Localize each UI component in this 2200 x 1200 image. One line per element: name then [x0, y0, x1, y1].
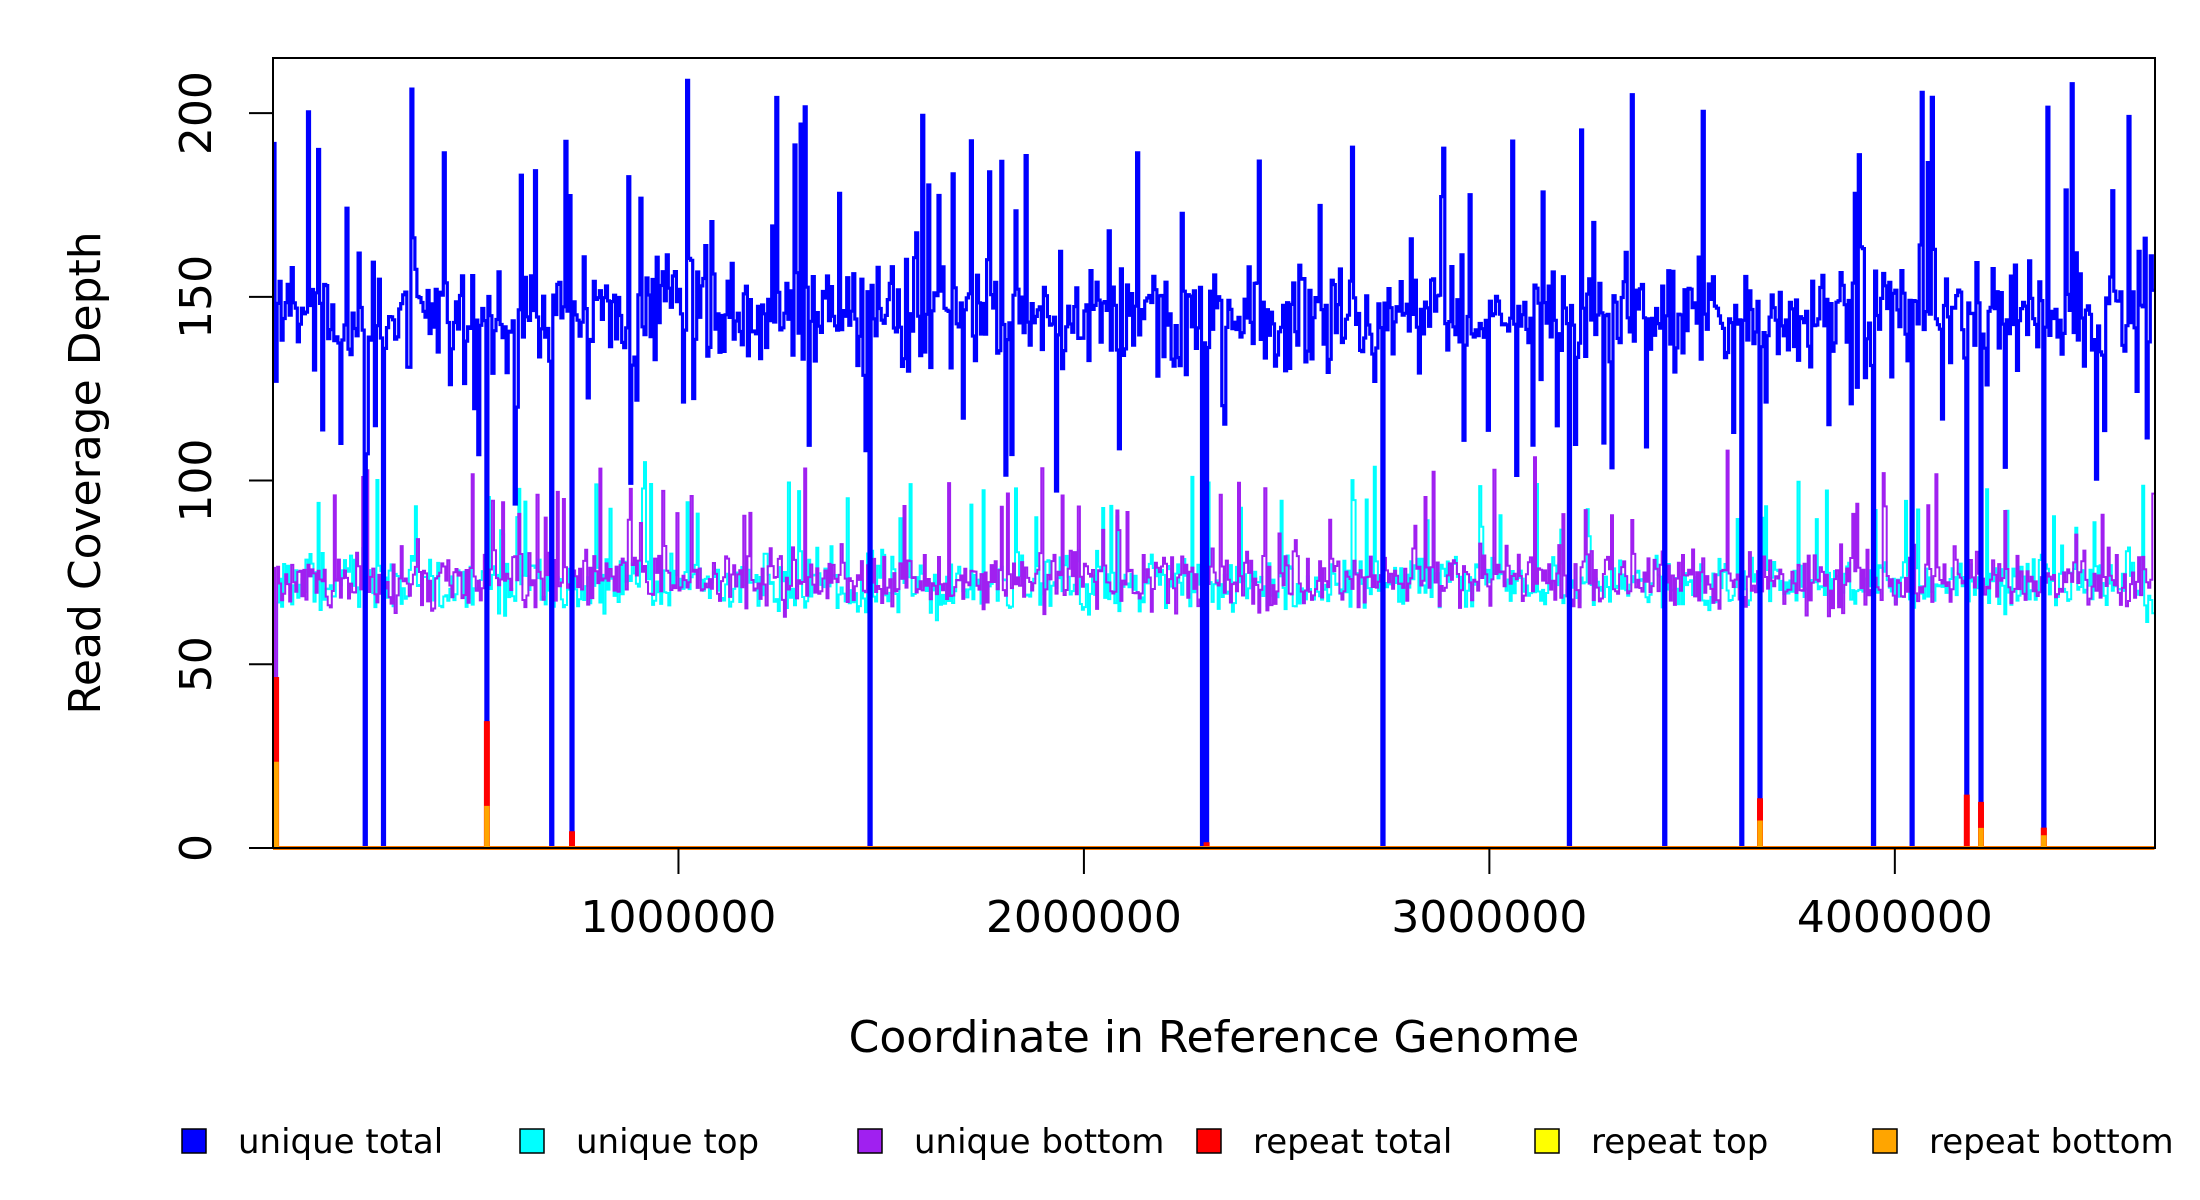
legend-label: unique bottom: [914, 1122, 1164, 1162]
series-layer: [273, 78, 2155, 850]
y-axis-title: Read Coverage Depth: [60, 231, 111, 714]
legend: unique total unique top unique bottom repea…: [181, 1122, 2174, 1162]
legend-item: repeat bottom: [1872, 1122, 2174, 1162]
series-unique-bottom: [273, 449, 2155, 849]
legend-label: repeat bottom: [1929, 1122, 2174, 1162]
series-unique-total: [273, 78, 2155, 850]
legend-swatch: [1196, 1128, 1222, 1154]
legend-label: repeat total: [1253, 1122, 1452, 1162]
y-tick-label: 200: [171, 71, 222, 155]
legend-item: unique top: [519, 1122, 759, 1162]
legend-item: unique total: [181, 1122, 443, 1162]
x-tick-label: 1000000: [580, 892, 776, 943]
y-tick-label: 50: [171, 636, 222, 692]
y-tick-label: 150: [171, 255, 222, 339]
legend-swatch: [181, 1128, 207, 1154]
x-tick-label: 2000000: [986, 892, 1182, 943]
legend-item: repeat total: [1196, 1122, 1452, 1162]
legend-swatch: [1872, 1128, 1898, 1154]
legend-label: unique total: [238, 1122, 443, 1162]
y-tick-label: 0: [171, 834, 222, 862]
legend-label: repeat top: [1591, 1122, 1768, 1162]
legend-label: unique top: [576, 1122, 759, 1162]
legend-swatch: [857, 1128, 883, 1154]
legend-item: unique bottom: [857, 1122, 1164, 1162]
x-tick-label: 4000000: [1797, 892, 1993, 943]
y-axis: 0 50 100 150 200: [171, 71, 274, 862]
legend-item: repeat top: [1534, 1122, 1768, 1162]
x-axis: 1000000 2000000 3000000 4000000: [273, 847, 2155, 943]
y-tick-label: 100: [171, 439, 222, 523]
x-axis-title: Coordinate in Reference Genome: [849, 1012, 1580, 1063]
x-tick-label: 3000000: [1391, 892, 1587, 943]
legend-swatch: [1534, 1128, 1560, 1154]
legend-swatch: [519, 1128, 545, 1154]
